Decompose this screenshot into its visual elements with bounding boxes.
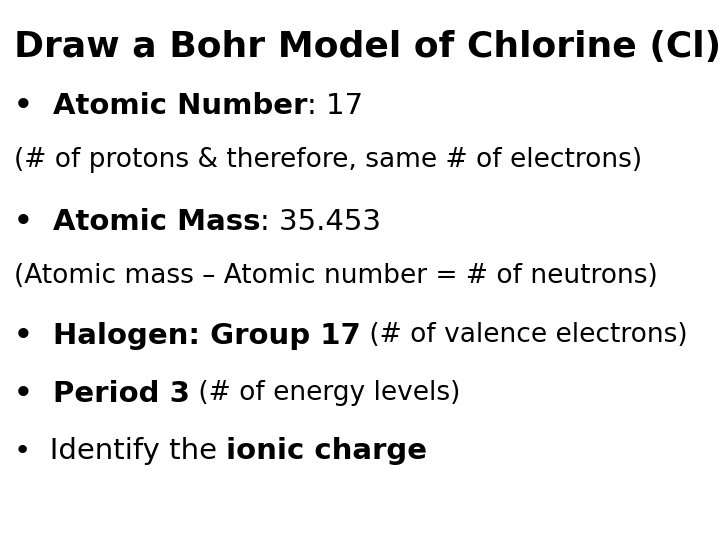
Text: Atomic Mass: Atomic Mass bbox=[53, 208, 261, 236]
Text: (Atomic mass – Atomic number = # of neutrons): (Atomic mass – Atomic number = # of neut… bbox=[14, 263, 658, 289]
Text: •: • bbox=[14, 92, 53, 120]
Text: Halogen: Group 17: Halogen: Group 17 bbox=[53, 322, 361, 350]
Text: •: • bbox=[14, 322, 53, 350]
Text: Atomic Number: Atomic Number bbox=[53, 92, 307, 120]
Text: : 35.453: : 35.453 bbox=[261, 208, 382, 236]
Text: ionic charge: ionic charge bbox=[226, 437, 427, 465]
Text: •: • bbox=[14, 380, 53, 408]
Text: (# of protons & therefore, same # of electrons): (# of protons & therefore, same # of ele… bbox=[14, 147, 642, 173]
Text: (# of energy levels): (# of energy levels) bbox=[190, 380, 460, 406]
Text: •: • bbox=[14, 208, 53, 236]
Text: •  Identify the: • Identify the bbox=[14, 437, 226, 465]
Text: (# of valence electrons): (# of valence electrons) bbox=[361, 322, 688, 348]
Text: Period 3: Period 3 bbox=[53, 380, 190, 408]
Text: Draw a Bohr Model of Chlorine (Cl): Draw a Bohr Model of Chlorine (Cl) bbox=[14, 30, 720, 64]
Text: : 17: : 17 bbox=[307, 92, 364, 120]
